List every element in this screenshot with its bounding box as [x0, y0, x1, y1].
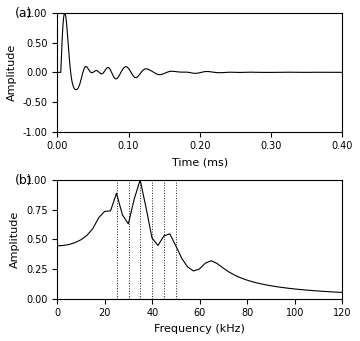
Y-axis label: Amplitude: Amplitude — [10, 211, 20, 268]
Text: (a): (a) — [14, 7, 32, 20]
Y-axis label: Amplitude: Amplitude — [7, 44, 17, 101]
Text: (b): (b) — [14, 174, 32, 187]
X-axis label: Frequency (kHz): Frequency (kHz) — [154, 324, 245, 334]
X-axis label: Time (ms): Time (ms) — [172, 157, 228, 167]
